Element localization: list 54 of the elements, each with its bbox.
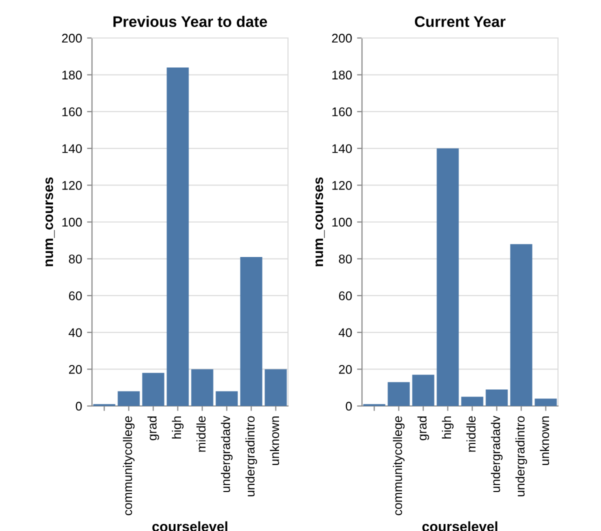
- bar: [486, 389, 508, 406]
- bar: [264, 369, 287, 406]
- chart-title: Current Year: [414, 16, 506, 28]
- y-tick-label: 60: [339, 291, 352, 300]
- y-axis-title: num_courses: [316, 177, 325, 266]
- bar: [461, 396, 484, 406]
- bar: [240, 256, 262, 406]
- bar: [436, 148, 459, 406]
- bar: [216, 391, 238, 406]
- y-tick-label: 20: [69, 365, 82, 374]
- y-tick-label: 120: [332, 181, 352, 190]
- x-tick-label: undergradadv: [220, 416, 233, 492]
- y-tick-label: 140: [332, 144, 352, 154]
- bar: [191, 369, 214, 406]
- y-tick-label: 60: [69, 291, 82, 300]
- bar: [166, 67, 189, 406]
- x-tick-label: undergradadv: [490, 416, 503, 492]
- y-tick-label: 160: [332, 107, 352, 116]
- bar: [510, 244, 532, 406]
- y-tick-label: 160: [62, 107, 82, 116]
- x-tick-label: middle: [196, 416, 206, 452]
- x-tick-label: grad: [147, 416, 160, 440]
- x-tick-label: unknown: [270, 416, 280, 465]
- x-tick-label: grad: [417, 416, 430, 440]
- x-tick-label: undergradintro: [515, 416, 528, 496]
- y-tick-label: 80: [338, 254, 352, 264]
- x-tick-label: high: [172, 416, 184, 438]
- y-tick-label: 20: [339, 365, 352, 374]
- y-tick-label: 0: [346, 402, 352, 411]
- x-tick-label: communitycollege: [392, 416, 405, 516]
- y-tick-label: 0: [76, 402, 82, 411]
- y-tick-label: 140: [62, 144, 82, 154]
- y-tick-label: 80: [68, 254, 82, 264]
- y-tick-label: 200: [62, 34, 82, 43]
- y-tick-label: 180: [332, 70, 352, 80]
- y-axis-title: num_courses: [46, 177, 55, 266]
- chart-title: Previous Year to date: [113, 16, 268, 28]
- x-tick-label: unknown: [540, 416, 550, 465]
- bar: [118, 391, 140, 406]
- bar: [388, 382, 410, 406]
- x-tick-label: undergradintro: [245, 416, 258, 496]
- y-tick-label: 100: [332, 218, 352, 227]
- y-tick-label: 200: [332, 34, 352, 43]
- y-tick-label: 40: [68, 328, 82, 338]
- y-tick-label: 100: [62, 218, 82, 227]
- y-tick-label: 120: [62, 181, 82, 190]
- x-tick-label: communitycollege: [122, 416, 135, 516]
- x-tick-label: high: [442, 416, 454, 438]
- y-tick-label: 180: [62, 70, 82, 80]
- bar: [142, 372, 164, 406]
- bar: [534, 398, 557, 406]
- x-tick-label: middle: [466, 416, 476, 452]
- bar: [412, 374, 434, 406]
- y-tick-label: 40: [338, 328, 352, 338]
